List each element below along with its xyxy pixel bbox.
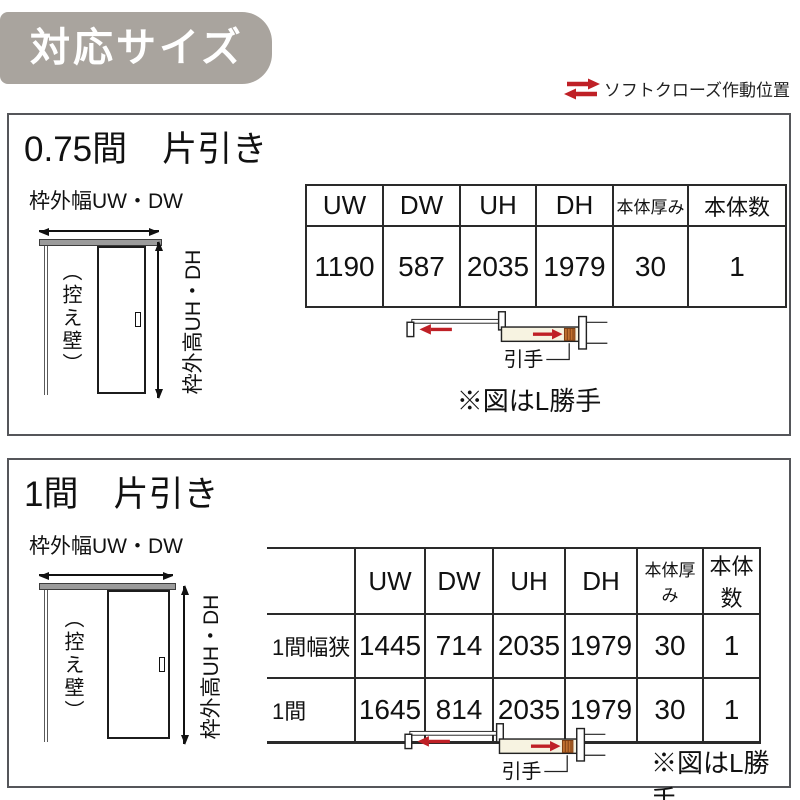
- value-thickness: 30: [636, 677, 704, 744]
- section-title: 0.75間 片引き: [24, 130, 268, 169]
- table-row: 1190 587 2035 1979 30 1: [305, 225, 787, 308]
- door-rail: [39, 239, 162, 246]
- door-handle: [135, 312, 141, 327]
- value-uw: 1645: [354, 677, 426, 744]
- col-header-thickness: 本体厚み: [612, 184, 689, 227]
- section-title: 1間 片引き: [24, 475, 219, 514]
- swap-arrows-icon: [563, 78, 600, 99]
- height-dimension-label: 枠外高UH・DH: [200, 594, 223, 740]
- width-dimension-label: 枠外幅UW・DW: [29, 535, 183, 558]
- wall-plan: [409, 730, 500, 736]
- row-label: 1間幅狭: [267, 613, 356, 679]
- soft-close-legend: ソフトクローズ作動位置: [563, 76, 790, 101]
- spec-table: UW DW UH DH 本体厚み 本体数 1190 587 2035 1979 …: [305, 184, 787, 308]
- width-dimension-arrow: [39, 572, 173, 580]
- row-label: 1間: [267, 677, 356, 744]
- value-count: 1: [702, 677, 761, 744]
- value-uw: 1445: [354, 613, 426, 679]
- height-dimension-label: 枠外高UH・DH: [182, 249, 205, 395]
- wall-end-cap: [404, 733, 413, 750]
- table-header-row: UW DW UH DH 本体厚み 本体数: [267, 547, 761, 615]
- width-dimension-arrow: [39, 228, 159, 236]
- door-handle: [159, 656, 165, 672]
- soft-close-legend-label: ソフトクローズ作動位置: [603, 81, 790, 100]
- col-header-dw: DW: [382, 184, 461, 227]
- value-uw: 1190: [305, 225, 384, 308]
- handedness-note: ※図はL勝手: [456, 386, 602, 416]
- handle-callout-line: [546, 343, 570, 361]
- value-dw: 587: [382, 225, 461, 308]
- section-075ken: 0.75間 片引き 枠外幅UW・DW （控え壁） 枠外高UH・DH UW DW …: [7, 113, 791, 436]
- table-header-row: UW DW UH DH 本体厚み 本体数: [305, 184, 787, 227]
- door-rail: [39, 583, 176, 590]
- height-dimension-arrow: [181, 585, 189, 745]
- plan-view-diagram: 引手: [406, 311, 608, 369]
- spec-table: UW DW UH DH 本体厚み 本体数 1間幅狭 1445 714 2035 …: [267, 547, 761, 744]
- recessed-wall-label: （控え壁）: [61, 608, 83, 723]
- wall-end-cap: [406, 321, 415, 338]
- wall-plan: [411, 318, 502, 324]
- value-count: 1: [687, 225, 787, 308]
- col-header-uw: UW: [305, 184, 384, 227]
- value-dh: 1979: [535, 225, 614, 308]
- recessed-wall-label: （控え壁）: [59, 261, 81, 376]
- col-header-uh: UH: [459, 184, 537, 227]
- value-uh: 2035: [459, 225, 537, 308]
- col-header-blank: [267, 547, 356, 615]
- col-header-dh: DH: [564, 547, 638, 615]
- plan-view-diagram: 引手: [404, 723, 606, 781]
- value-count: 1: [702, 613, 761, 679]
- value-dw: 714: [424, 613, 494, 679]
- soft-close-arrow-left: [417, 736, 429, 747]
- handle-label: 引手: [501, 760, 541, 781]
- handle-callout-line: [544, 755, 568, 773]
- soft-close-arrow-right: [550, 740, 561, 752]
- table-row: 1間幅狭 1445 714 2035 1979 30 1: [267, 613, 761, 679]
- width-dimension-label: 枠外幅UW・DW: [29, 190, 183, 213]
- wall-edge-line: [44, 590, 48, 742]
- door-panel: [97, 246, 146, 394]
- col-header-dw: DW: [424, 547, 494, 615]
- soft-close-arrow-left: [419, 324, 431, 335]
- door-panel: [107, 590, 170, 739]
- col-header-count: 本体数: [687, 184, 787, 227]
- handle-label: 引手: [503, 348, 543, 369]
- height-dimension-arrow: [155, 241, 163, 399]
- value-thickness: 30: [612, 225, 689, 308]
- value-uh: 2035: [492, 613, 566, 679]
- door-jamb: [578, 315, 588, 350]
- col-header-uw: UW: [354, 547, 426, 615]
- col-header-count: 本体数: [702, 547, 761, 615]
- handedness-note: ※図はL勝手: [651, 748, 770, 800]
- value-thickness: 30: [636, 613, 704, 679]
- value-dh: 1979: [564, 613, 638, 679]
- col-header-dh: DH: [535, 184, 614, 227]
- soft-close-arrow-right: [552, 328, 563, 340]
- col-header-uh: UH: [492, 547, 566, 615]
- section-1ken: 1間 片引き 枠外幅UW・DW （控え壁） 枠外高UH・DH UW DW UH …: [7, 458, 791, 800]
- door-jamb: [576, 727, 586, 762]
- page-title: 対応サイズ: [0, 12, 272, 84]
- col-header-thickness: 本体厚み: [636, 547, 704, 615]
- wall-edge-line: [44, 246, 48, 395]
